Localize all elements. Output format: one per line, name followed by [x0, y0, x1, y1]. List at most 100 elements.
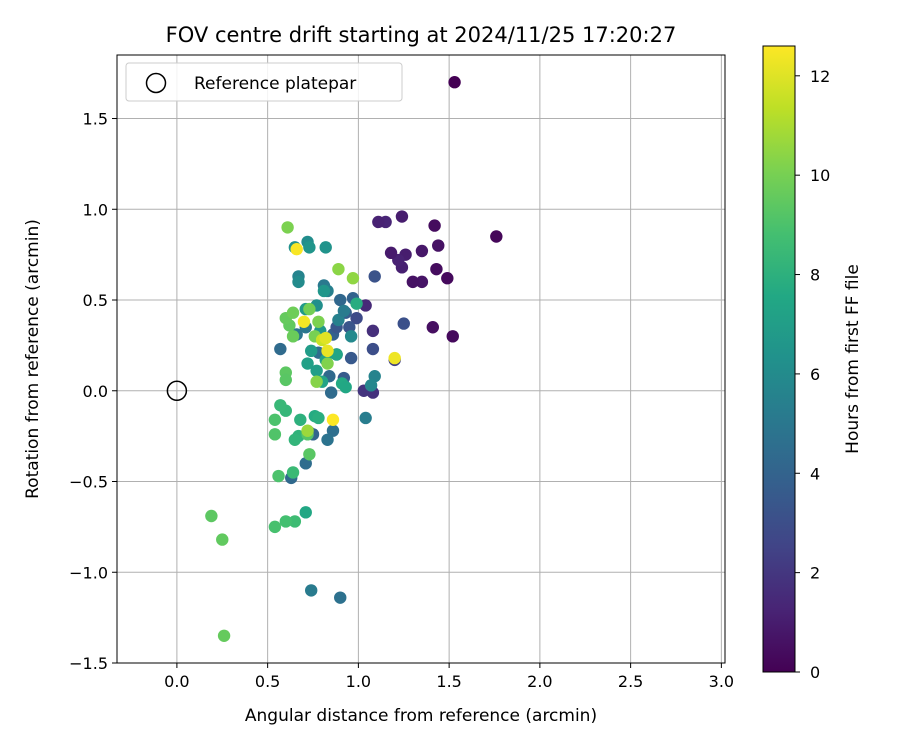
data-point — [299, 506, 312, 519]
data-point — [286, 330, 300, 343]
data-point — [294, 413, 307, 426]
data-point — [319, 331, 332, 345]
data-point — [384, 246, 398, 260]
data-point — [406, 275, 420, 289]
y-tick-label: −1.5 — [69, 654, 108, 673]
data-point — [448, 76, 461, 89]
data-point — [304, 344, 318, 358]
x-tick-label: 2.5 — [618, 672, 643, 691]
data-point — [366, 342, 380, 356]
data-point — [310, 375, 323, 388]
data-point — [415, 244, 429, 258]
data-point — [332, 313, 345, 327]
colorbar-tick-label: 12 — [810, 67, 830, 86]
data-point — [319, 241, 332, 254]
data-point — [334, 591, 347, 604]
x-tick-label: 3.0 — [709, 672, 734, 691]
data-point — [274, 342, 287, 356]
colorbar-tick-label: 10 — [810, 166, 830, 185]
legend-label: Reference platepar — [194, 74, 356, 94]
data-point — [430, 262, 443, 276]
data-point — [366, 324, 380, 338]
data-point — [317, 284, 331, 298]
data-point — [290, 242, 303, 256]
data-point — [432, 239, 445, 252]
x-axis-ticks: 0.0 0.5 1.0 1.5 2.0 2.5 3.0 — [164, 663, 734, 691]
data-point — [216, 533, 229, 546]
data-point — [286, 466, 300, 479]
plot-frame — [116, 54, 726, 664]
colorbar-tick-label: 0 — [810, 663, 820, 682]
data-point — [321, 433, 334, 446]
y-tick-label: 1.5 — [83, 110, 108, 129]
y-tick-label: 0.5 — [83, 291, 108, 310]
x-axis-label: Angular distance from reference (arcmin) — [245, 706, 597, 726]
data-point — [281, 221, 294, 234]
data-point — [337, 304, 351, 318]
colorbar-label: Hours from first FF file — [843, 264, 863, 454]
colorbar-tick-label: 2 — [810, 564, 820, 583]
data-point — [286, 306, 300, 319]
y-tick-label: −0.5 — [69, 473, 108, 492]
colorbar: 0 2 4 6 8 10 12 Hours from first FF file — [762, 45, 863, 682]
colorbar-tick-label: 6 — [810, 365, 820, 384]
colorbar-gradient — [762, 45, 796, 673]
data-point — [312, 411, 325, 425]
data-point — [312, 315, 325, 328]
data-point — [397, 317, 410, 330]
data-point — [292, 275, 305, 289]
data-point — [350, 297, 363, 310]
data-point — [490, 230, 503, 243]
legend-marker-icon — [145, 72, 167, 94]
data-point — [274, 399, 287, 412]
data-point — [346, 272, 360, 285]
data-point — [279, 373, 292, 387]
x-tick-label: 0.5 — [255, 672, 280, 691]
x-tick-label: 1.0 — [346, 672, 371, 691]
data-points — [205, 76, 503, 642]
data-point — [301, 424, 314, 437]
data-point — [332, 262, 345, 276]
data-point — [334, 293, 347, 307]
data-point — [288, 515, 302, 528]
data-point — [303, 302, 316, 316]
data-point — [303, 241, 316, 254]
data-point — [268, 428, 282, 441]
y-axis-ticks: −1.5 −1.0 −0.5 0.0 0.5 1.0 1.5 — [69, 110, 117, 673]
data-point — [368, 270, 381, 283]
data-point — [446, 330, 459, 343]
data-point — [310, 364, 323, 377]
data-point — [321, 344, 334, 358]
colorbar-ticks: 0 2 4 6 8 10 12 — [795, 67, 830, 682]
x-tick-label: 2.0 — [527, 672, 552, 691]
data-point — [268, 520, 282, 534]
x-tick-label: 0.0 — [164, 672, 189, 691]
data-point — [303, 448, 316, 461]
data-point — [217, 629, 231, 642]
data-point — [324, 386, 338, 399]
plot-area — [117, 55, 725, 663]
data-point — [268, 413, 282, 426]
data-point — [301, 357, 314, 370]
data-point — [364, 379, 378, 392]
data-point — [326, 424, 340, 437]
data-point — [344, 351, 358, 365]
y-tick-label: 0.0 — [83, 382, 108, 401]
data-point — [326, 413, 340, 426]
data-point — [359, 411, 372, 425]
y-axis-label: Rotation from reference (arcmin) — [23, 219, 43, 499]
data-point — [372, 215, 385, 229]
legend: Reference platepar — [125, 62, 403, 102]
colorbar-tick-label: 8 — [810, 266, 820, 285]
data-point — [304, 584, 318, 597]
x-tick-label: 1.5 — [436, 672, 461, 691]
data-point — [205, 509, 218, 523]
data-point — [388, 351, 401, 365]
data-point — [428, 219, 441, 232]
data-point — [339, 380, 352, 394]
data-point — [321, 357, 334, 370]
data-point — [441, 272, 454, 285]
data-point — [344, 330, 358, 343]
